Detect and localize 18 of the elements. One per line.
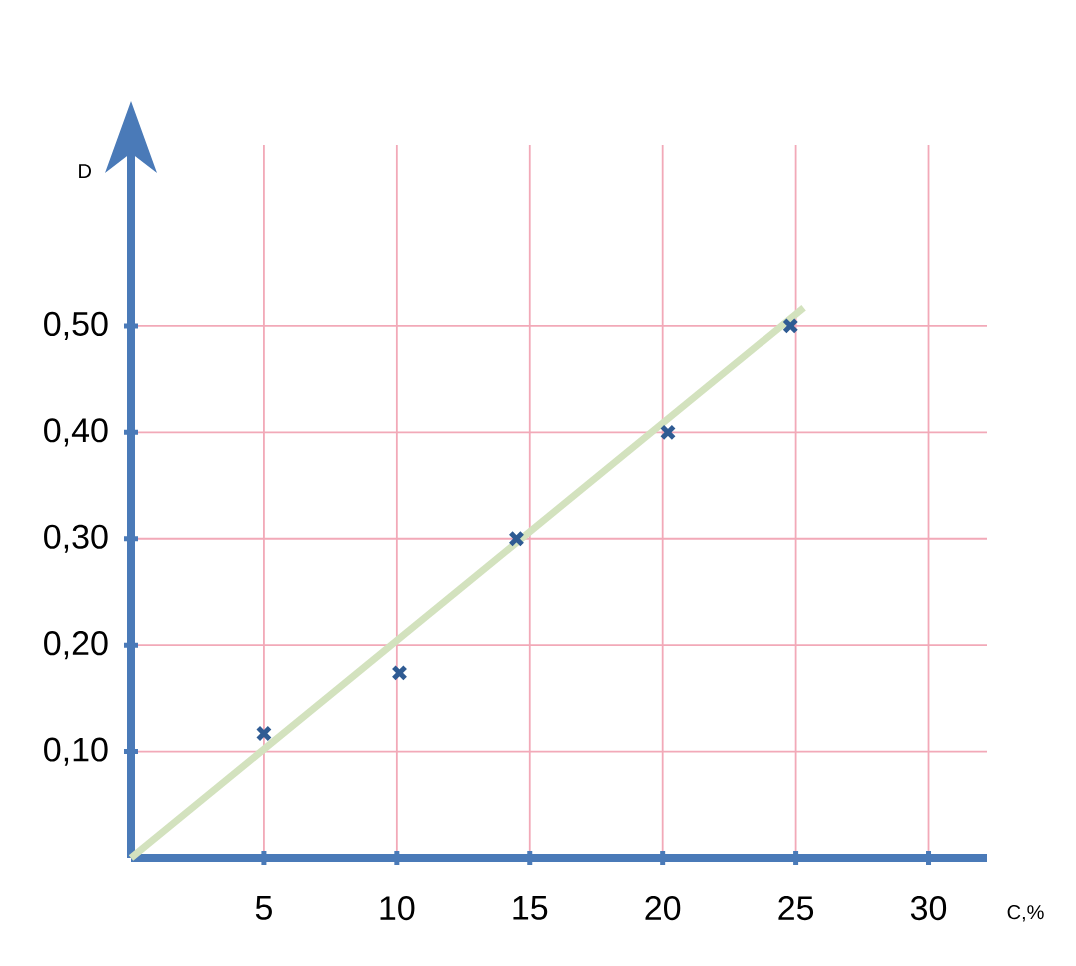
x-tick-label: 25 [778, 896, 814, 921]
x-tick-label: 20 [645, 896, 681, 921]
x-tick-label: 10 [380, 896, 415, 921]
x-tick-label: 15 [513, 896, 548, 920]
x-tick-label: 30 [910, 896, 947, 921]
point [391, 664, 408, 681]
point [255, 725, 273, 742]
x-axis-title: C,% [1007, 905, 1044, 922]
y-tick-label: 0,50 [44, 311, 108, 340]
point [659, 424, 677, 441]
y-tick-label: 0,10 [44, 737, 108, 766]
point [782, 317, 799, 335]
y-axis-title: D [79, 164, 91, 178]
x-tick-label: 5 [255, 896, 272, 920]
y-tick-label: 0,40 [44, 418, 108, 447]
point [508, 530, 525, 547]
y-tick-label: 0,20 [44, 631, 108, 660]
y-tick-label: 0,30 [44, 524, 108, 553]
